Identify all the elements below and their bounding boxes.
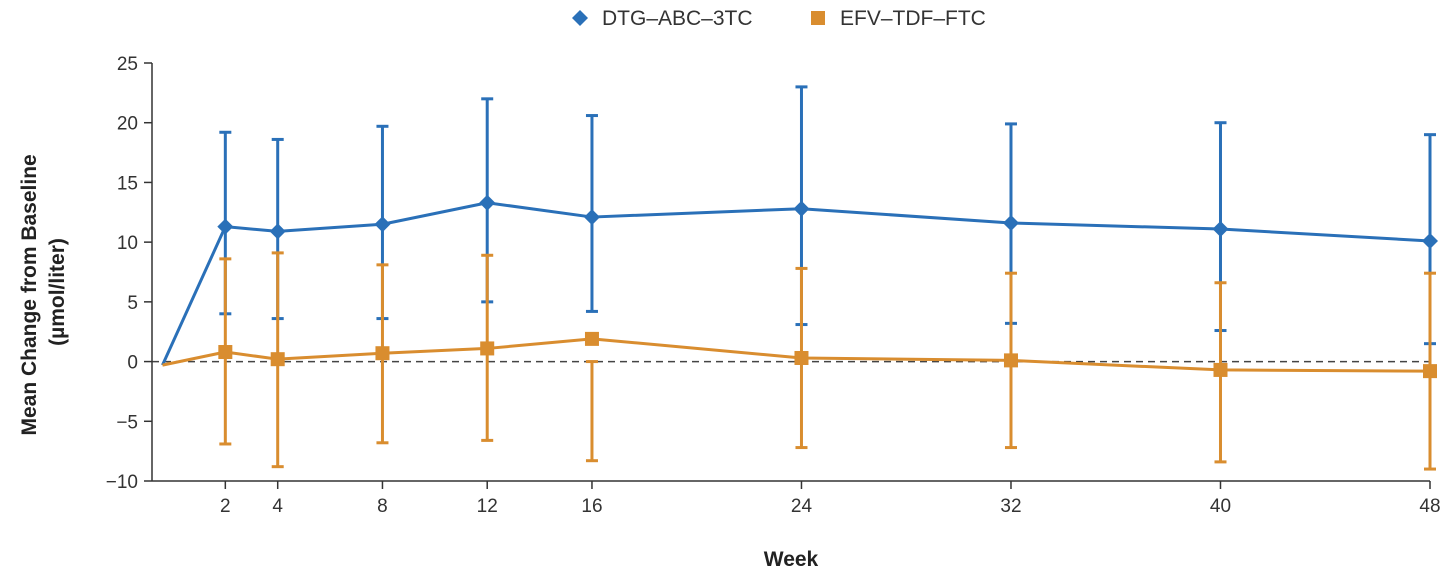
y-axis-title: Mean Change from Baseline (µmol/liter) <box>18 148 69 435</box>
x-tick-label: 2 <box>220 496 231 517</box>
data-point <box>269 223 286 240</box>
x-tick-label: 40 <box>1210 496 1231 517</box>
data-point <box>218 345 233 360</box>
y-tick-label: −5 <box>116 412 138 433</box>
series-efv-tdf-ftc <box>162 251 1437 471</box>
series-line <box>162 337 1431 373</box>
data-point <box>375 346 390 361</box>
data-point <box>1003 353 1018 368</box>
y-tick-label: −10 <box>106 472 138 493</box>
legend-label: DTG–ABC–3TC <box>602 7 753 30</box>
series-layer <box>161 85 1438 471</box>
y-tick-label: 25 <box>117 54 138 75</box>
x-tick-label: 16 <box>581 496 602 517</box>
legend: DTG–ABC–3TC EFV–TDF–FTC <box>572 7 986 30</box>
x-tick-label: 8 <box>377 496 388 517</box>
data-point <box>793 200 810 217</box>
data-point <box>1422 232 1438 249</box>
data-point <box>1423 364 1437 379</box>
y-axis-title-unit: (µmol/liter) <box>46 238 69 346</box>
data-point <box>584 331 599 346</box>
x-tick-label: 24 <box>791 496 813 517</box>
legend-marker <box>811 11 825 25</box>
y-tick-label: 0 <box>127 353 138 374</box>
y-tick-label: 10 <box>117 233 138 254</box>
data-point <box>270 352 285 367</box>
x-tick-label: 32 <box>1000 496 1021 517</box>
data-point <box>479 194 496 211</box>
data-point <box>217 218 234 235</box>
legend-label: EFV–TDF–FTC <box>840 7 986 30</box>
y-tick-label: 20 <box>117 114 138 135</box>
data-point <box>1212 221 1229 238</box>
y-tick-label: 5 <box>127 293 138 314</box>
x-axis-title: Week <box>764 548 819 571</box>
series-line <box>161 201 1431 366</box>
x-tick-label: 48 <box>1419 496 1440 517</box>
y-axis-title-main: Mean Change from Baseline <box>18 154 41 435</box>
data-point <box>1213 362 1228 377</box>
data-point <box>374 216 391 233</box>
data-point <box>1002 215 1019 232</box>
x-tick-label: 12 <box>477 496 498 517</box>
legend-marker <box>572 10 588 26</box>
y-tick-label: 15 <box>117 173 138 194</box>
x-tick-label: 4 <box>272 496 283 517</box>
data-point <box>583 209 600 226</box>
data-point <box>794 350 809 365</box>
data-point <box>480 341 495 356</box>
